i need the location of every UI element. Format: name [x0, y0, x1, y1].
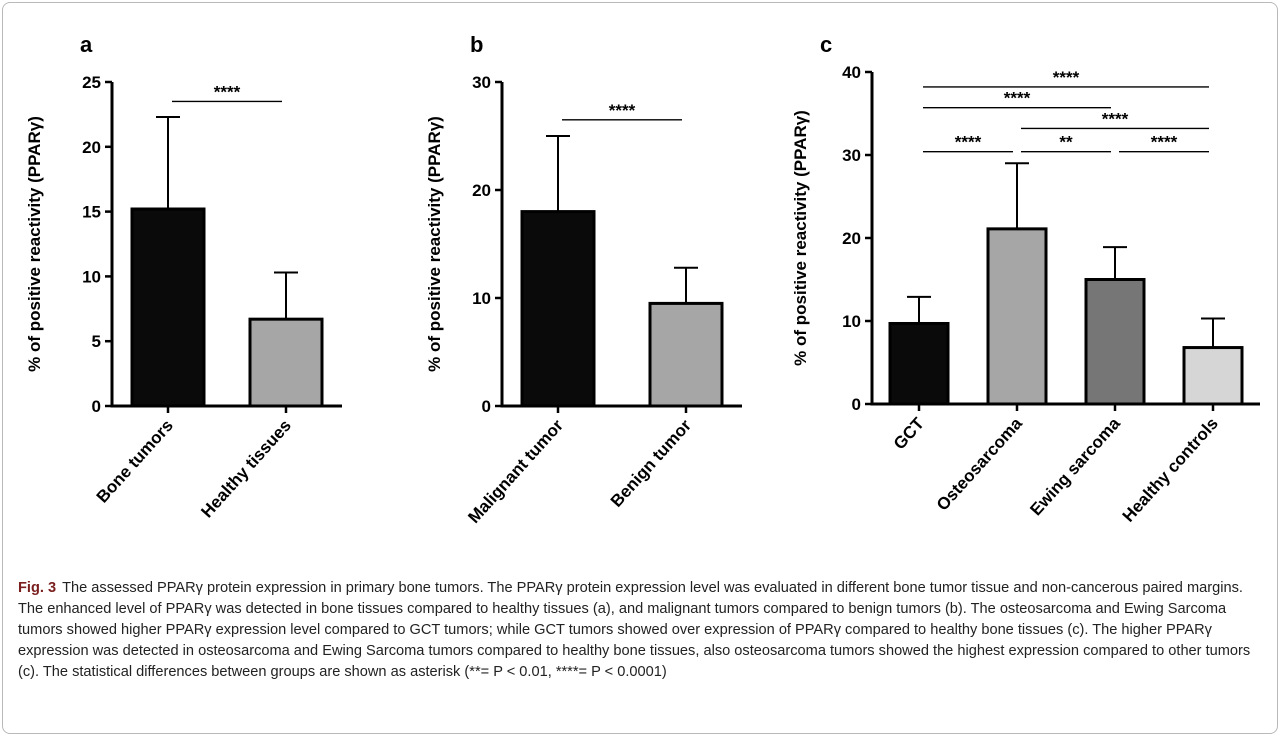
y-tick-label: 0	[482, 397, 491, 416]
caption-text: The assessed PPARγ protein expression in…	[18, 580, 1250, 680]
y-tick-label: 15	[82, 203, 101, 222]
y-tick-label: 20	[472, 181, 491, 200]
chart-panel-c: c % of positive reactivity (PPARγ) 0 10 20 30…	[791, 32, 1260, 526]
panel-letter: b	[470, 32, 483, 57]
y-tick-label: 0	[852, 395, 861, 414]
significance-label: ****	[1151, 133, 1178, 152]
y-tick-label: 40	[842, 63, 861, 82]
significance-label: ****	[1004, 89, 1031, 108]
category-label: Bone tumors	[93, 416, 177, 507]
y-tick-label: 10	[842, 312, 861, 331]
significance-label: ****	[214, 82, 241, 101]
panel-letter: c	[820, 32, 832, 57]
bar-healthy-controls	[1184, 348, 1242, 404]
significance-label: ****	[609, 101, 636, 120]
category-label: Healthy controls	[1119, 414, 1222, 526]
y-tick-label: 30	[472, 73, 491, 92]
y-axis-label: % of positive reactivity (PPARγ)	[791, 110, 810, 366]
category-label: Malignant tumor	[464, 416, 567, 527]
y-tick-label: 30	[842, 146, 861, 165]
y-axis-label: % of positive reactivity (PPARγ)	[25, 116, 44, 372]
bar-bone-tumors	[132, 209, 204, 406]
figure-charts: a % of positive reactivity (PPARγ) 0 5 10 15 2…	[0, 0, 1282, 580]
bar-malignant-tumor	[522, 212, 594, 406]
y-tick-label: 5	[92, 332, 101, 351]
panel-letter: a	[80, 32, 93, 57]
category-label: Healthy tissues	[197, 416, 295, 521]
category-label: Benign tumor	[607, 416, 695, 511]
y-tick-label: 20	[82, 138, 101, 157]
figure-caption: Fig. 3 The assessed PPARγ protein express…	[18, 578, 1264, 683]
y-axis-label: % of positive reactivity (PPARγ)	[425, 116, 444, 372]
bar-gct	[890, 323, 948, 404]
category-label: GCT	[890, 414, 929, 454]
significance-label: **	[1059, 133, 1073, 152]
figure-label: Fig. 3	[18, 580, 56, 596]
y-tick-label: 25	[82, 73, 101, 92]
y-tick-label: 10	[472, 289, 491, 308]
bar-benign-tumor	[650, 303, 722, 406]
chart-panel-a: a % of positive reactivity (PPARγ) 0 5 10 15 2…	[25, 32, 342, 521]
significance-label: ****	[1053, 68, 1080, 87]
category-label: Osteosarcoma	[933, 414, 1027, 515]
y-tick-label: 10	[82, 267, 101, 286]
y-tick-label: 20	[842, 229, 861, 248]
category-label: Ewing sarcoma	[1026, 414, 1124, 520]
significance-label: ****	[1102, 109, 1129, 128]
bar-ewing-sarcoma	[1086, 280, 1144, 405]
bar-osteosarcoma	[988, 229, 1046, 404]
bar-healthy-tissues	[250, 319, 322, 406]
significance-label: ****	[955, 133, 982, 152]
y-tick-label: 0	[92, 397, 101, 416]
chart-panel-b: b % of positive reactivity (PPARγ) 0 10 20 30…	[425, 32, 742, 527]
